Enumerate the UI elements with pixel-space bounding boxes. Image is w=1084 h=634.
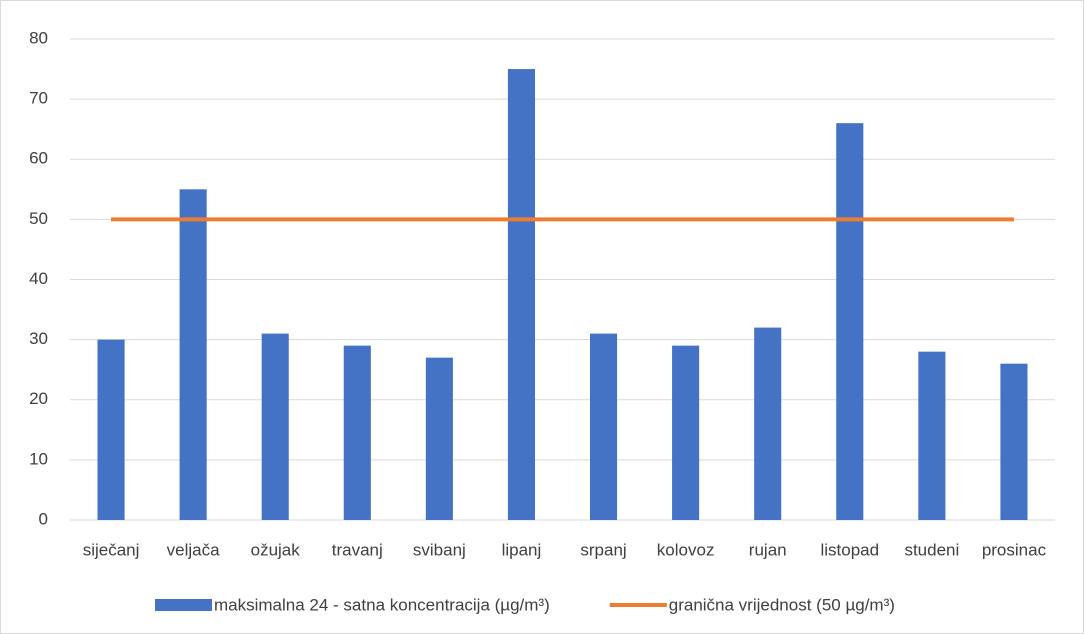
bar <box>836 123 864 521</box>
y-tick-label: 0 <box>39 509 48 528</box>
bar <box>754 327 782 520</box>
bar <box>425 357 453 520</box>
bar <box>261 333 289 520</box>
y-tick-label: 20 <box>29 389 48 408</box>
x-tick-label: rujan <box>749 540 787 559</box>
x-tick-label: travanj <box>332 540 383 559</box>
x-tick-label: listopad <box>820 540 879 559</box>
bar <box>1000 363 1028 520</box>
x-tick-label: studeni <box>904 540 959 559</box>
legend-label: maksimalna 24 - satna koncentracija (µg/… <box>214 595 550 614</box>
x-tick-label: lipanj <box>502 540 542 559</box>
legend-swatch <box>155 599 212 611</box>
x-tick-label: svibanj <box>413 540 466 559</box>
x-tick-label: siječanj <box>83 540 140 559</box>
y-tick-label: 50 <box>29 209 48 228</box>
x-tick-label: kolovoz <box>657 540 715 559</box>
x-tick-label: ožujak <box>251 540 301 559</box>
bar <box>97 339 125 520</box>
bar <box>343 345 371 520</box>
bar <box>918 351 946 520</box>
x-tick-label: srpanj <box>580 540 626 559</box>
bar <box>507 69 536 520</box>
y-tick-label: 80 <box>29 28 48 47</box>
y-tick-label: 60 <box>29 149 48 168</box>
bar <box>672 345 700 520</box>
legend-label: granična vrijednost (50 µg/m³) <box>669 595 895 614</box>
bar <box>179 189 207 520</box>
y-tick-label: 10 <box>29 449 48 468</box>
x-tick-label: prosinac <box>982 540 1047 559</box>
bar <box>589 333 618 520</box>
y-tick-label: 70 <box>29 89 48 108</box>
y-tick-label: 30 <box>29 329 48 348</box>
y-tick-label: 40 <box>29 269 48 288</box>
x-tick-label: veljača <box>167 540 220 559</box>
